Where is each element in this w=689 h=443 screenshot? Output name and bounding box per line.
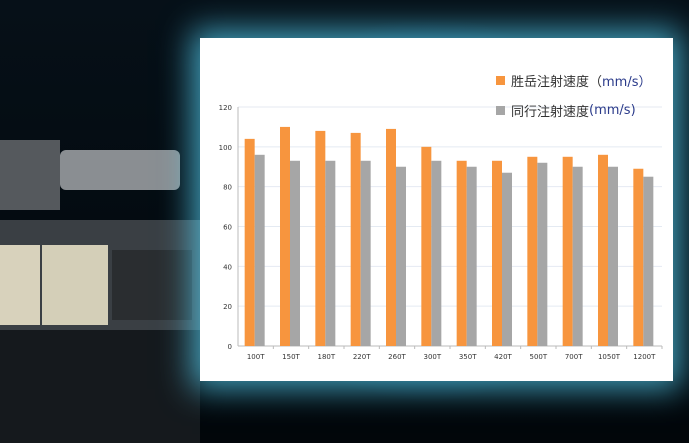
x-tick-label: 300T: [424, 353, 442, 361]
bar-chart: 0 20 40 60 80 100 120 100T 150T 180T 220T 260T 300T 3…: [219, 104, 663, 361]
bar-shengyue: [350, 132, 361, 346]
bar-peer: [572, 166, 583, 346]
x-tick-label: 220T: [353, 353, 371, 361]
y-tick-label: 120: [219, 104, 232, 112]
bar-peer: [502, 172, 512, 346]
y-tick-label: 0: [228, 343, 232, 351]
legend-item: 同行注射速度 (mm/s): [496, 101, 652, 120]
y-tick-label: 40: [223, 263, 232, 271]
bar-peer: [290, 160, 300, 346]
bar-peer: [325, 160, 336, 346]
x-tick-label: 1200T: [633, 353, 656, 361]
legend-label: 胜岳注射速度（: [511, 75, 603, 90]
x-tick-label: 150T: [282, 353, 300, 361]
bar-shengyue: [244, 138, 255, 346]
x-tick-label: 420T: [494, 353, 512, 361]
x-tick-label: 180T: [318, 353, 336, 361]
x-tick-label: 700T: [565, 353, 583, 361]
legend: 胜岳注射速度（ mm/s） 同行注射速度 (mm/s): [496, 71, 652, 131]
legend-label: 同行注射速度: [511, 105, 590, 120]
bar-peer: [396, 166, 406, 346]
legend-swatch-gray: [496, 106, 505, 115]
bar-peer: [254, 154, 265, 346]
bar-shengyue: [633, 168, 644, 346]
chart-panel: 0 20 40 60 80 100 120 100T 150T 180T 220T 260T 300T 3…: [200, 38, 673, 381]
legend-unit: (mm/s): [589, 103, 636, 118]
x-tick-label: 260T: [388, 353, 406, 361]
x-tick-label: 500T: [530, 353, 548, 361]
bar-peer: [608, 166, 618, 346]
x-tick-label: 100T: [247, 353, 265, 361]
bar-shengyue: [492, 160, 502, 346]
bar-peer: [643, 176, 654, 346]
injection-machine-image: [0, 140, 200, 443]
y-tick-label: 60: [223, 224, 232, 232]
y-tick-label: 20: [223, 303, 232, 311]
bar-peer: [466, 166, 477, 346]
y-tick-label: 80: [223, 184, 232, 192]
bar-shengyue: [280, 126, 290, 347]
bar-peer: [360, 160, 371, 346]
bar-shengyue: [598, 154, 608, 346]
bar-shengyue: [456, 160, 467, 346]
y-tick-label: 100: [219, 144, 232, 152]
bar-shengyue: [421, 146, 432, 346]
bar-peer: [537, 162, 548, 346]
bar-shengyue: [562, 156, 573, 346]
bar-shengyue: [386, 128, 396, 346]
legend-unit: mm/s）: [602, 75, 652, 90]
x-tick-label: 1050T: [598, 353, 621, 361]
legend-swatch-orange: [496, 76, 505, 85]
x-tick-label: 350T: [459, 353, 477, 361]
bar-shengyue: [315, 130, 326, 346]
bar-peer: [431, 160, 442, 346]
legend-item: 胜岳注射速度（ mm/s）: [496, 71, 652, 90]
bar-shengyue: [527, 156, 538, 346]
